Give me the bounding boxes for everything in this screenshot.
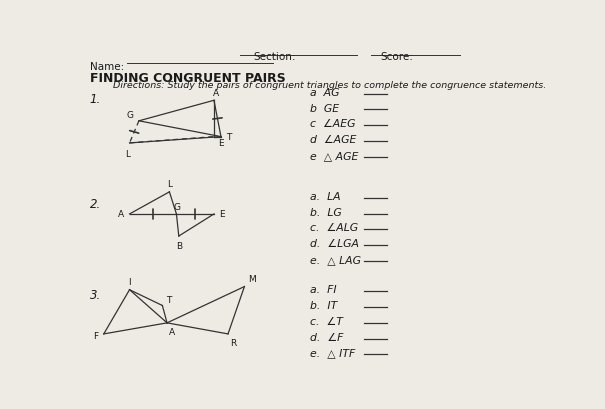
Text: R: R	[231, 339, 237, 348]
Text: A: A	[169, 328, 175, 337]
Text: FINDING CONGRUENT PAIRS: FINDING CONGRUENT PAIRS	[90, 72, 286, 85]
Text: B: B	[175, 241, 182, 250]
Text: d.  ∠LGA: d. ∠LGA	[310, 239, 359, 249]
Text: d.  ∠F: d. ∠F	[310, 332, 344, 342]
Text: c  ∠AEG: c ∠AEG	[310, 119, 356, 129]
Text: c.  ∠T: c. ∠T	[310, 316, 343, 326]
Text: T: T	[166, 295, 171, 304]
Text: e  △ AGE: e △ AGE	[310, 151, 358, 160]
Text: b  GE: b GE	[310, 103, 339, 113]
Text: a.  FI: a. FI	[310, 285, 337, 294]
Text: c.  ∠ALG: c. ∠ALG	[310, 223, 358, 233]
Text: L: L	[125, 149, 129, 158]
Text: E: E	[218, 139, 223, 148]
Text: b.  IT: b. IT	[310, 300, 338, 310]
Text: 2.: 2.	[90, 197, 101, 210]
Text: A: A	[213, 88, 219, 97]
Text: a.  LA: a. LA	[310, 191, 341, 201]
Text: F: F	[93, 331, 98, 340]
Text: Directions: Study the pairs of congruent triangles to complete the congruence st: Directions: Study the pairs of congruent…	[113, 81, 546, 90]
Text: L: L	[167, 180, 172, 189]
Text: Name:: Name:	[90, 62, 124, 72]
Text: G: G	[126, 111, 133, 120]
Text: e.  △ LAG: e. △ LAG	[310, 254, 361, 264]
Text: e.  △ ITF: e. △ ITF	[310, 348, 355, 357]
Text: d  ∠AGE: d ∠AGE	[310, 135, 356, 145]
Text: A: A	[118, 210, 124, 219]
Text: M: M	[248, 275, 256, 284]
Text: a  AG: a AG	[310, 88, 339, 97]
Text: E: E	[218, 210, 224, 219]
Text: I: I	[128, 277, 131, 286]
Text: G: G	[174, 202, 181, 211]
Text: 1.: 1.	[90, 93, 101, 106]
Text: 3.: 3.	[90, 288, 101, 301]
Text: Score:: Score:	[381, 52, 413, 62]
Text: b.  LG: b. LG	[310, 207, 342, 217]
Text: T: T	[226, 133, 231, 142]
Text: Section:: Section:	[254, 52, 296, 62]
